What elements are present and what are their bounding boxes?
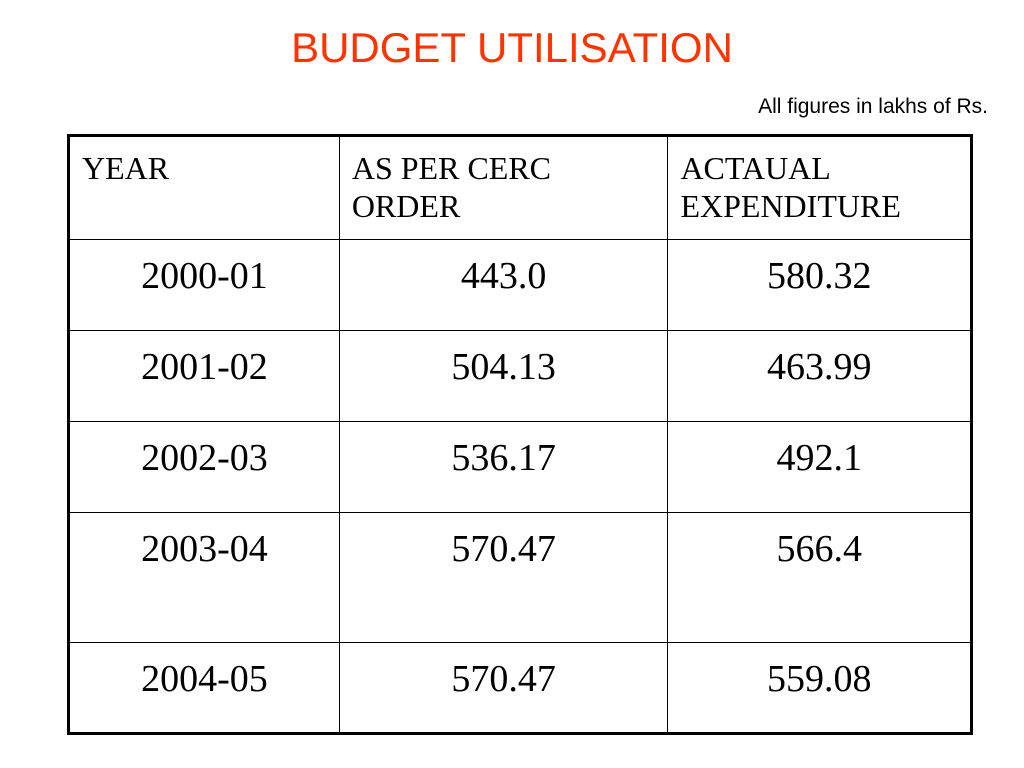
cell-year: 2002-03 — [68, 421, 340, 513]
table-row: 2003-04 570.47 566.4 — [68, 512, 972, 643]
cell-actual-expenditure: 559.08 — [667, 642, 972, 734]
table-row: 2004-05 570.47 559.08 — [68, 642, 972, 734]
page-title: BUDGET UTILISATION — [291, 24, 733, 71]
header-actual-expenditure: ACTAUAL EXPENDITURE — [667, 135, 972, 240]
header-cerc-order: AS PER CERC ORDER — [338, 135, 669, 240]
cell-actual-expenditure: 463.99 — [667, 330, 972, 422]
cell-cerc-order: 570.47 — [338, 642, 669, 734]
cell-year: 2001-02 — [68, 330, 340, 422]
cell-year: 2003-04 — [68, 512, 340, 643]
cell-actual-expenditure: 492.1 — [667, 421, 972, 513]
units-note: All figures in lakhs of Rs. — [758, 95, 988, 118]
header-year: YEAR — [68, 135, 340, 240]
table-row: 2000-01 443.0 580.32 — [68, 239, 972, 331]
cell-actual-expenditure: 580.32 — [667, 239, 972, 331]
table-header-row: YEAR AS PER CERC ORDER ACTAUAL EXPENDITU… — [68, 135, 972, 240]
cell-cerc-order: 536.17 — [338, 421, 669, 513]
cell-year: 2004-05 — [68, 642, 340, 734]
table-row: 2001-02 504.13 463.99 — [68, 330, 972, 422]
budget-table: YEAR AS PER CERC ORDER ACTAUAL EXPENDITU… — [67, 134, 973, 735]
cell-cerc-order: 443.0 — [338, 239, 669, 331]
cell-year: 2000-01 — [68, 239, 340, 331]
cell-cerc-order: 570.47 — [338, 512, 669, 643]
cell-actual-expenditure: 566.4 — [667, 512, 972, 643]
cell-cerc-order: 504.13 — [338, 330, 669, 422]
table-row: 2002-03 536.17 492.1 — [68, 421, 972, 513]
